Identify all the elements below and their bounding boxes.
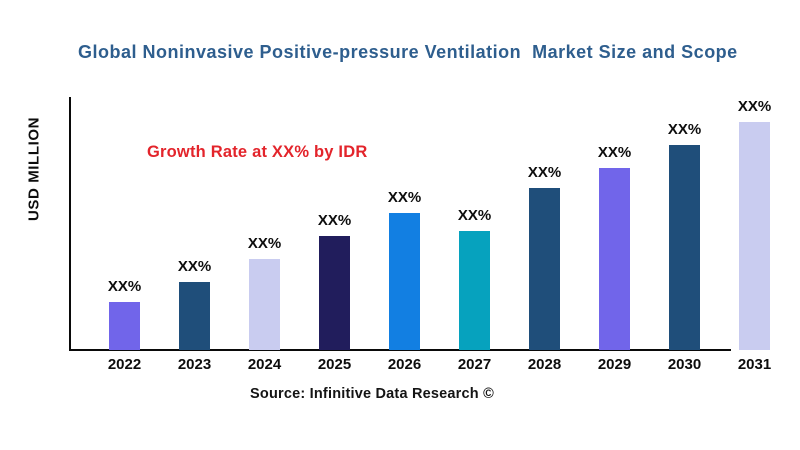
bar-value-label-2030: XX% <box>667 121 702 138</box>
bar-2026 <box>389 213 420 350</box>
growth-rate-annotation: Growth Rate at XX% by IDR <box>147 143 368 161</box>
bar-2031 <box>739 122 770 350</box>
bar-2023 <box>179 282 210 350</box>
page-title: Global Noninvasive Positive-pressure Ven… <box>78 42 738 62</box>
bar-value-label-2031: XX% <box>737 98 772 115</box>
x-tick-label-2031: 2031 <box>737 356 772 373</box>
bar-2029 <box>599 168 630 350</box>
bar-value-label-2023: XX% <box>177 258 212 275</box>
bar-value-label-2027: XX% <box>457 207 492 224</box>
x-tick-label-2024: 2024 <box>247 356 282 373</box>
bar-2022 <box>109 302 140 350</box>
x-tick-label-2029: 2029 <box>597 356 632 373</box>
y-axis-label: USD MILLION <box>25 116 43 222</box>
x-tick-label-2022: 2022 <box>107 356 142 373</box>
bar-value-label-2026: XX% <box>387 189 422 206</box>
bar-value-label-2022: XX% <box>107 278 142 295</box>
x-axis-line <box>69 349 731 351</box>
x-tick-label-2027: 2027 <box>457 356 492 373</box>
bar-2024 <box>249 259 280 350</box>
x-tick-label-2030: 2030 <box>667 356 702 373</box>
source-attribution: Source: Infinitive Data Research © <box>250 386 494 402</box>
bar-2025 <box>319 236 350 350</box>
x-tick-label-2028: 2028 <box>527 356 562 373</box>
bar-2030 <box>669 145 700 350</box>
x-tick-label-2023: 2023 <box>177 356 212 373</box>
bar-value-label-2028: XX% <box>527 164 562 181</box>
bar-value-label-2029: XX% <box>597 144 632 161</box>
x-tick-label-2026: 2026 <box>387 356 422 373</box>
x-tick-label-2025: 2025 <box>317 356 352 373</box>
bar-2027 <box>459 231 490 350</box>
bar-2028 <box>529 188 560 350</box>
bar-value-label-2024: XX% <box>247 235 282 252</box>
y-axis-line <box>69 97 71 350</box>
bar-value-label-2025: XX% <box>317 212 352 229</box>
